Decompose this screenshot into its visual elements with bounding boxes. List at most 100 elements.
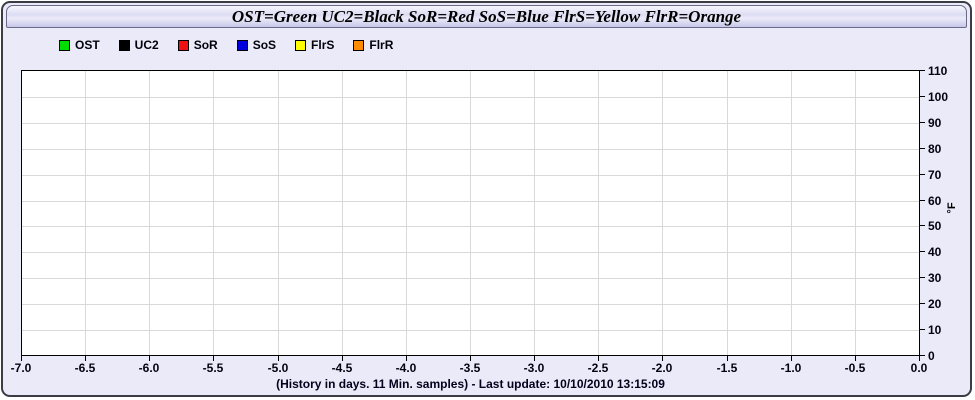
y-tick-label: 80 [928,142,942,156]
y-tick-mark [920,148,925,149]
horizontal-gridline [22,149,919,150]
horizontal-gridline [22,304,919,305]
x-tick-mark [406,356,407,361]
legend-swatch-icon [295,39,307,51]
legend-item-label: SoR [193,37,218,52]
y-tick-label: 30 [928,271,942,285]
horizontal-gridline [22,123,919,124]
x-tick-label: -2.5 [587,361,609,375]
y-tick-label: 100 [928,90,949,104]
y-tick-mark [920,96,925,97]
vertical-gridline [470,71,471,355]
vertical-gridline [791,71,792,355]
y-tick-mark [920,70,925,71]
x-tick-label: -3.5 [459,361,481,375]
y-tick-label: 0 [928,349,935,363]
vertical-gridline [662,71,663,355]
legend-swatch-icon [353,39,365,51]
x-tick-label: -6.5 [74,361,96,375]
vertical-gridline [278,71,279,355]
y-tick-mark [920,329,925,330]
x-tick-label: -2.0 [651,361,673,375]
y-tick-mark [920,251,925,252]
x-tick-mark [470,356,471,361]
horizontal-gridline [22,175,919,176]
horizontal-gridline [22,97,919,98]
x-tick-label: -1.5 [716,361,738,375]
footer-caption: (History in days. 11 Min. samples) - Las… [276,377,665,391]
plot-area [21,70,920,356]
legend-swatch-icon [177,39,189,51]
y-tick-label: 40 [928,245,942,259]
vertical-gridline [85,71,86,355]
legend-swatch-icon [236,39,248,51]
y-tick-label: 50 [928,219,942,233]
x-tick-mark [21,356,22,361]
legend-item-FlrS: FlrS [295,37,335,52]
x-tick-label: -5.0 [267,361,289,375]
x-tick-label: -3.0 [523,361,545,375]
legend-item-FlrR: FlrR [353,37,394,52]
y-tick-label: 60 [928,194,942,208]
legend-swatch-icon [118,39,130,51]
x-tick-mark [727,356,728,361]
legend-item-label: OST [75,37,100,52]
y-tick-mark [920,225,925,226]
y-tick-mark [920,174,925,175]
vertical-gridline [149,71,150,355]
y-tick-mark [920,122,925,123]
y-tick-label: 90 [928,116,942,130]
legend-item-label: UC2 [134,37,159,52]
vertical-gridline [213,71,214,355]
x-tick-mark [85,356,86,361]
x-tick-label: -6.0 [138,361,160,375]
legend-swatch-icon [59,39,70,51]
vertical-gridline [534,71,535,355]
y-tick-mark [920,303,925,304]
y-tick-mark [920,277,925,278]
legend-item-OST: OST [59,37,100,52]
horizontal-gridline [22,330,919,331]
legend-item-label: FlrS [311,37,335,52]
x-tick-label: -4.5 [331,361,353,375]
y-tick-mark [920,355,925,356]
x-tick-mark [598,356,599,361]
y-axis: 0 10 20 30 40 50 60 70 80 90 100 110 [920,64,965,363]
y-tick-label: 70 [928,168,942,182]
y-tick-mark [920,200,925,201]
x-tick-label: -4.0 [395,361,417,375]
x-tick-mark [662,356,663,361]
horizontal-gridline [22,252,919,253]
legend-item-label: FlrR [369,37,394,52]
vertical-gridline [342,71,343,355]
chart-title: OST=Green UC2=Black SoR=Red SoS=Blue Flr… [231,6,742,26]
legend-item-label: SoS [252,37,277,52]
x-tick-mark [791,356,792,361]
legend-item-UC2: UC2 [118,37,159,52]
x-tick-label: -7.0 [10,361,32,375]
x-tick-label: -1.0 [780,361,802,375]
y-axis-unit-label: °F [946,202,958,214]
legend-item-SoR: SoR [177,37,218,52]
x-tick-mark [149,356,150,361]
title-bar: OST=Green UC2=Black SoR=Red SoS=Blue Flr… [6,5,967,28]
x-tick-mark [278,356,279,361]
vertical-gridline [727,71,728,355]
x-tick-label: 0.0 [910,361,928,375]
x-axis: -7.0 -6.5 -6.0 -5.5 -5.0 -4.5 -4.0 -3.5 -3.0 -2.5… [11,356,927,378]
legend-item-SoS: SoS [236,37,277,52]
vertical-gridline [406,71,407,355]
x-tick-mark [919,356,920,361]
x-tick-mark [534,356,535,361]
x-tick-mark [855,356,856,361]
x-tick-label: -5.5 [202,361,224,375]
horizontal-gridline [22,226,919,227]
vertical-gridline [855,71,856,355]
y-tick-label: 10 [928,323,942,337]
vertical-gridline [598,71,599,355]
legend: OST UC2 SoR SoS FlrS FlrR [59,38,393,52]
x-tick-mark [213,356,214,361]
x-tick-mark [342,356,343,361]
horizontal-gridline [22,278,919,279]
